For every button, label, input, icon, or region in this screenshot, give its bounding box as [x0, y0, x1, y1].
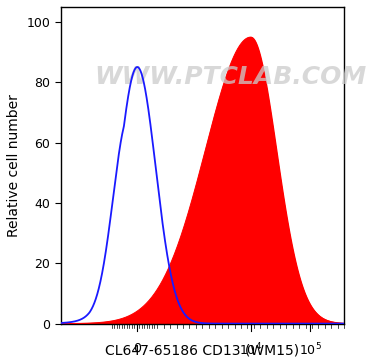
Text: WWW.PTCLAB.COM: WWW.PTCLAB.COM	[95, 65, 367, 88]
Text: $10^{4}$: $10^{4}$	[239, 342, 262, 358]
Text: $10^{5}$: $10^{5}$	[299, 342, 322, 358]
X-axis label: CL647-65186 CD13 (WM15): CL647-65186 CD13 (WM15)	[105, 343, 299, 357]
Y-axis label: Relative cell number: Relative cell number	[7, 94, 21, 237]
Text: 0: 0	[133, 342, 141, 355]
